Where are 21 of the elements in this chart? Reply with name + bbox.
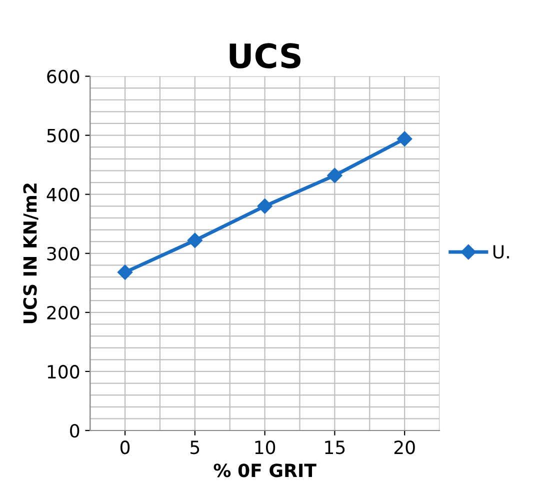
chart-title: UCS — [230, 43, 300, 68]
y-tick-label: 300 — [47, 246, 80, 260]
y-tick-label: 400 — [46, 188, 80, 202]
point — [397, 131, 412, 146]
x-tick-label: 15 — [325, 440, 345, 454]
y-tick-label: 500 — [47, 128, 80, 142]
x-tick-label: 20 — [394, 440, 415, 454]
y-tick-label: 100 — [48, 364, 80, 379]
x-tick-label: 10 — [255, 440, 276, 454]
x-tick-label: 5 — [190, 440, 200, 454]
point — [327, 168, 342, 184]
y-tick-label: 200 — [47, 306, 80, 320]
point — [187, 232, 202, 248]
x-axis-title: % 0F GRIT — [214, 464, 316, 478]
y-tick-label: 600 — [47, 70, 80, 84]
point — [257, 198, 272, 214]
y-tick-label: 0 — [70, 424, 80, 438]
point — [117, 264, 133, 280]
legend-label: U. — [493, 245, 509, 259]
x-tick-label: 0 — [120, 440, 130, 454]
y-axis-title: UCS IN KN/m2 — [23, 184, 38, 324]
